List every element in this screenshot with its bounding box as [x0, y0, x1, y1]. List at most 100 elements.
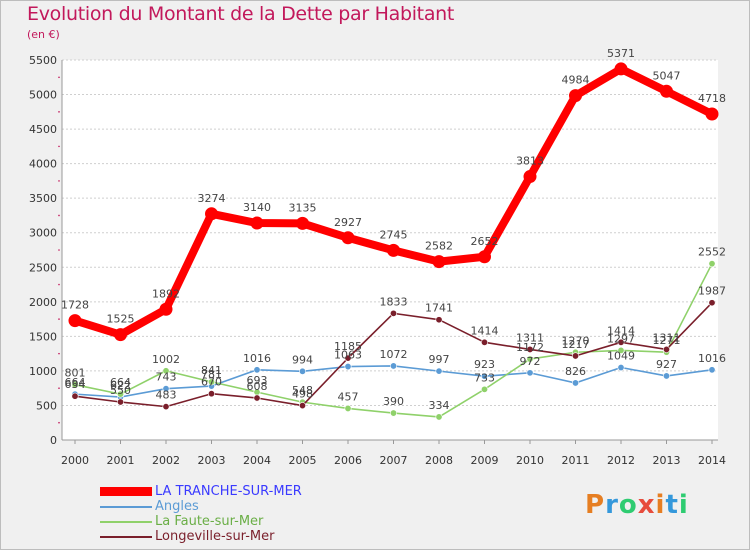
series-point-0 [523, 170, 537, 184]
series-point-0 [114, 328, 127, 342]
data-label-3: 498 [292, 388, 313, 401]
series-point-1 [435, 367, 443, 375]
series-point-3 [662, 345, 670, 353]
minor-tick [58, 249, 60, 251]
data-label-2: 1172 [516, 341, 544, 354]
series-point-3 [617, 338, 625, 346]
x-tick-label: 2011 [562, 454, 590, 467]
minor-tick [58, 214, 60, 217]
data-label-0: 1525 [107, 313, 135, 326]
data-label-3: 608 [247, 380, 268, 393]
data-label-0: 4984 [562, 74, 590, 87]
data-label-3: 1414 [607, 324, 635, 337]
y-tick-label: 500 [36, 399, 57, 412]
data-label-3: 670 [201, 376, 222, 389]
data-label-0: 2652 [471, 235, 499, 248]
series-point-0 [250, 216, 264, 230]
series-point-1 [298, 367, 306, 375]
minor-tick [58, 352, 60, 355]
data-label-2: 1297 [607, 332, 635, 345]
data-label-0: 2745 [380, 228, 408, 241]
x-tick-label: 2012 [607, 454, 635, 467]
series-point-3 [71, 392, 79, 400]
minor-tick [58, 421, 60, 424]
data-label-2: 1270 [562, 334, 590, 347]
data-label-2: 1002 [152, 353, 180, 366]
data-label-1: 826 [565, 365, 586, 378]
series-point-1 [480, 372, 488, 380]
series-point-1 [162, 385, 170, 393]
axis-layer: 0 500 1000 1500 2000 2500 3000 3500 4000 4500 5000… [29, 54, 726, 467]
y-tick-label: 0 [50, 434, 57, 447]
series-point-2 [480, 385, 488, 393]
x-tick-label: 2003 [198, 454, 226, 467]
series-point-0 [387, 243, 400, 257]
logo-letter: o [618, 490, 638, 520]
series-point-0 [296, 216, 309, 230]
legend-label-tranche: LA TRANCHE-SUR-MER [155, 484, 302, 499]
y-tick-label: 3000 [29, 227, 57, 240]
x-tick-label: 2005 [289, 454, 317, 467]
data-label-2: 457 [338, 390, 359, 403]
data-label-1: 1016 [698, 352, 726, 365]
series-point-1 [344, 363, 352, 371]
series-point-1 [662, 372, 670, 380]
logo-letter: t [665, 490, 679, 520]
y-tick-label: 5000 [29, 89, 57, 102]
y-tick-label: 1000 [29, 365, 57, 378]
logo-letter: r [605, 490, 619, 520]
data-label-1: 997 [429, 353, 450, 366]
series-point-3 [571, 352, 579, 360]
data-label-1: 1063 [334, 349, 362, 362]
series-point-0 [432, 255, 446, 269]
data-label-1: 923 [474, 358, 495, 371]
legend-swatch-angles [100, 506, 152, 508]
minor-tick [58, 145, 60, 148]
legend-swatch-longeville [100, 536, 152, 538]
legend-swatch-faute [100, 521, 152, 523]
data-label-0: 3135 [289, 201, 317, 214]
data-label-3: 1311 [516, 331, 544, 344]
data-label-3: 1833 [380, 295, 408, 308]
series-point-0 [159, 302, 173, 316]
minor-tick [58, 318, 60, 320]
y-tick-label: 2000 [29, 296, 57, 309]
logo-letter: i [678, 490, 689, 520]
series-point-0 [660, 84, 673, 98]
data-label-2: 548 [292, 384, 313, 397]
data-label-0: 4718 [698, 92, 726, 105]
data-label-1: 664 [65, 376, 86, 389]
x-tick-label: 2010 [516, 454, 544, 467]
data-label-2: 334 [429, 399, 450, 412]
series-point-3 [708, 299, 716, 307]
data-label-1: 781 [201, 368, 222, 381]
series-point-3 [117, 398, 125, 406]
legend-swatch-tranche [100, 487, 152, 496]
series-point-1 [708, 366, 716, 374]
data-label-3: 1185 [334, 340, 362, 353]
x-tick-label: 2001 [107, 454, 135, 467]
x-tick-label: 2013 [653, 454, 681, 467]
data-label-2: 841 [201, 364, 222, 377]
legend-label-angles: Angles [155, 499, 199, 514]
series-point-2 [71, 381, 79, 389]
data-label-2: 693 [247, 374, 268, 387]
data-label-1: 972 [520, 355, 541, 368]
series-point-1 [617, 364, 625, 372]
logo-letter: i [655, 490, 666, 520]
series-point-3 [253, 394, 261, 402]
series-point-1 [253, 366, 261, 374]
series-point-2 [617, 346, 625, 354]
x-tick-label: 2008 [425, 454, 453, 467]
y-tick-label: 5500 [29, 54, 57, 67]
data-label-2: 664 [110, 376, 131, 389]
data-label-2: 2552 [698, 246, 726, 259]
data-label-0: 2927 [334, 216, 362, 229]
series-point-2 [162, 367, 170, 375]
proxiti-logo: Proxiti [585, 490, 689, 520]
data-label-0: 3140 [243, 201, 271, 214]
series-point-2 [526, 355, 534, 363]
series-point-2 [117, 390, 125, 398]
